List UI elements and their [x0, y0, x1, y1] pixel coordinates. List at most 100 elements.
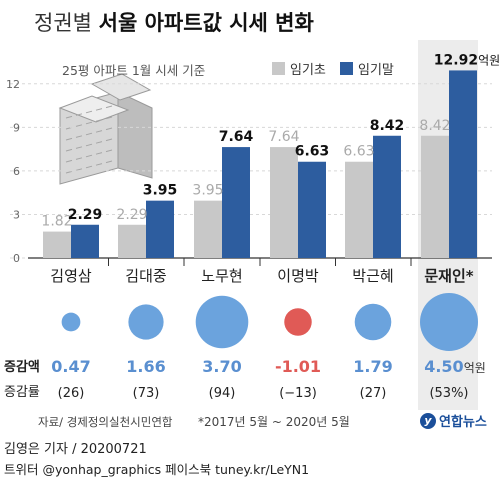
building-window	[75, 157, 83, 160]
x-category-label: 이명박	[277, 267, 319, 285]
building-window	[105, 149, 113, 153]
x-category-label: 문재인*	[424, 267, 473, 285]
x-category-label: 김대중	[125, 267, 166, 285]
bar-start	[43, 231, 71, 258]
change-bubble	[354, 303, 392, 341]
bar-start-label: 7.64	[268, 129, 299, 145]
rate-row-label: 증감률	[4, 385, 40, 400]
legend-swatch-end	[340, 62, 353, 75]
bar-start-label: 6.63	[343, 144, 374, 160]
building-window	[85, 154, 93, 158]
change-row-label: 증감액	[4, 360, 40, 375]
bar-start-label: 2.29	[116, 207, 147, 223]
change-value: 1.66	[126, 357, 165, 376]
building-window	[85, 110, 93, 114]
building-window	[75, 113, 83, 116]
bar-end-label: 12.92억원	[434, 52, 500, 68]
bar-end-unit: 억원	[478, 53, 500, 67]
building-window	[65, 137, 73, 141]
change-value: -1.01	[275, 357, 321, 376]
building-window	[75, 146, 83, 149]
rate-value: (73)	[133, 386, 160, 401]
building-window	[75, 124, 83, 127]
building-window	[65, 159, 73, 163]
chart-title: 정권별 서울 아파트값 시세 변화	[34, 7, 314, 37]
legend-item-start: 임기초	[272, 59, 326, 78]
building-window	[75, 168, 83, 171]
rate-value: (27)	[360, 386, 387, 401]
building-window	[75, 135, 83, 138]
change-bubble	[195, 295, 249, 349]
building-window	[65, 115, 73, 119]
building-window	[95, 130, 103, 133]
building-window	[85, 132, 93, 136]
building-window	[105, 105, 113, 109]
rate-value: (94)	[209, 386, 236, 401]
bar-end	[449, 70, 477, 258]
bar-end	[71, 224, 99, 258]
building-window	[95, 141, 103, 144]
bar-end-label: 6.63	[295, 144, 330, 160]
building-window	[85, 121, 93, 125]
bar-end	[373, 135, 401, 258]
building-window	[105, 160, 113, 164]
building-window	[65, 148, 73, 152]
building-window	[105, 138, 113, 142]
legend-label-end: 임기말	[358, 63, 394, 78]
legend-label-start: 임기초	[290, 63, 326, 78]
change-value: 0.47	[51, 357, 90, 376]
bar-start-label: 3.95	[192, 183, 223, 199]
legend-swatch-start	[272, 62, 285, 75]
y-tick-label: 3	[13, 208, 20, 221]
y-tick-label: 0	[13, 252, 20, 265]
change-bubble	[420, 293, 478, 351]
bar-start	[194, 200, 222, 258]
building-window	[65, 170, 73, 174]
bar-end-label: 8.42	[370, 118, 405, 134]
yonhap-logo-icon: y	[420, 412, 436, 429]
title-prefix: 정권별	[34, 11, 92, 35]
title-main: 서울 아파트값 시세 변화	[98, 11, 314, 35]
bar-start-label: 8.42	[419, 118, 450, 134]
bar-end-label: 7.64	[219, 129, 254, 145]
building-window	[95, 119, 103, 122]
byline: 김영은 기자 / 20200721	[4, 442, 147, 457]
legend-item-end: 임기말	[340, 59, 394, 78]
apartment-building-icon	[58, 73, 153, 185]
change-unit: 억원	[464, 361, 486, 375]
change-value: 4.50억원	[424, 357, 486, 376]
yonhap-logo: y 연합뉴스	[420, 411, 487, 430]
source-text: 자료/ 경제정의실천시민연합	[38, 415, 173, 429]
change-value: 3.70	[202, 357, 241, 376]
building-window	[105, 127, 113, 131]
y-tick-label: 12	[6, 78, 20, 91]
social-links: 트위터 @yonhap_graphics 페이스북 tuney.kr/LeYN1	[4, 462, 310, 477]
change-value: 1.79	[353, 357, 392, 376]
bar-start-label: 1.82	[41, 214, 72, 230]
building-window	[95, 152, 103, 155]
bar-end-label: 2.29	[68, 207, 103, 223]
chart-subtitle: 25평 아파트 1월 시세 기준	[62, 63, 206, 78]
change-bubble	[128, 304, 164, 340]
change-bubble	[61, 312, 81, 332]
building-window	[85, 165, 93, 169]
y-tick-label: 6	[13, 165, 20, 178]
building-window	[95, 163, 103, 166]
change-bubble	[284, 308, 312, 336]
rate-value: (53%)	[429, 386, 468, 401]
bar-start	[421, 135, 449, 258]
bar-start	[270, 147, 298, 258]
bar-end	[222, 147, 250, 258]
yonhap-logo-text: 연합뉴스	[439, 415, 487, 430]
footnote: *2017년 5월 ~ 2020년 5월	[198, 415, 350, 429]
building-window	[85, 143, 93, 147]
bar-end-label: 3.95	[143, 183, 178, 199]
bar-start	[118, 224, 146, 258]
x-category-label: 노무현	[201, 267, 242, 285]
bar-end	[298, 161, 326, 258]
building-window	[95, 108, 103, 111]
x-category-label: 박근혜	[352, 267, 393, 285]
y-tick-label: 9	[13, 121, 20, 134]
x-category-label: 김영삼	[50, 267, 92, 285]
